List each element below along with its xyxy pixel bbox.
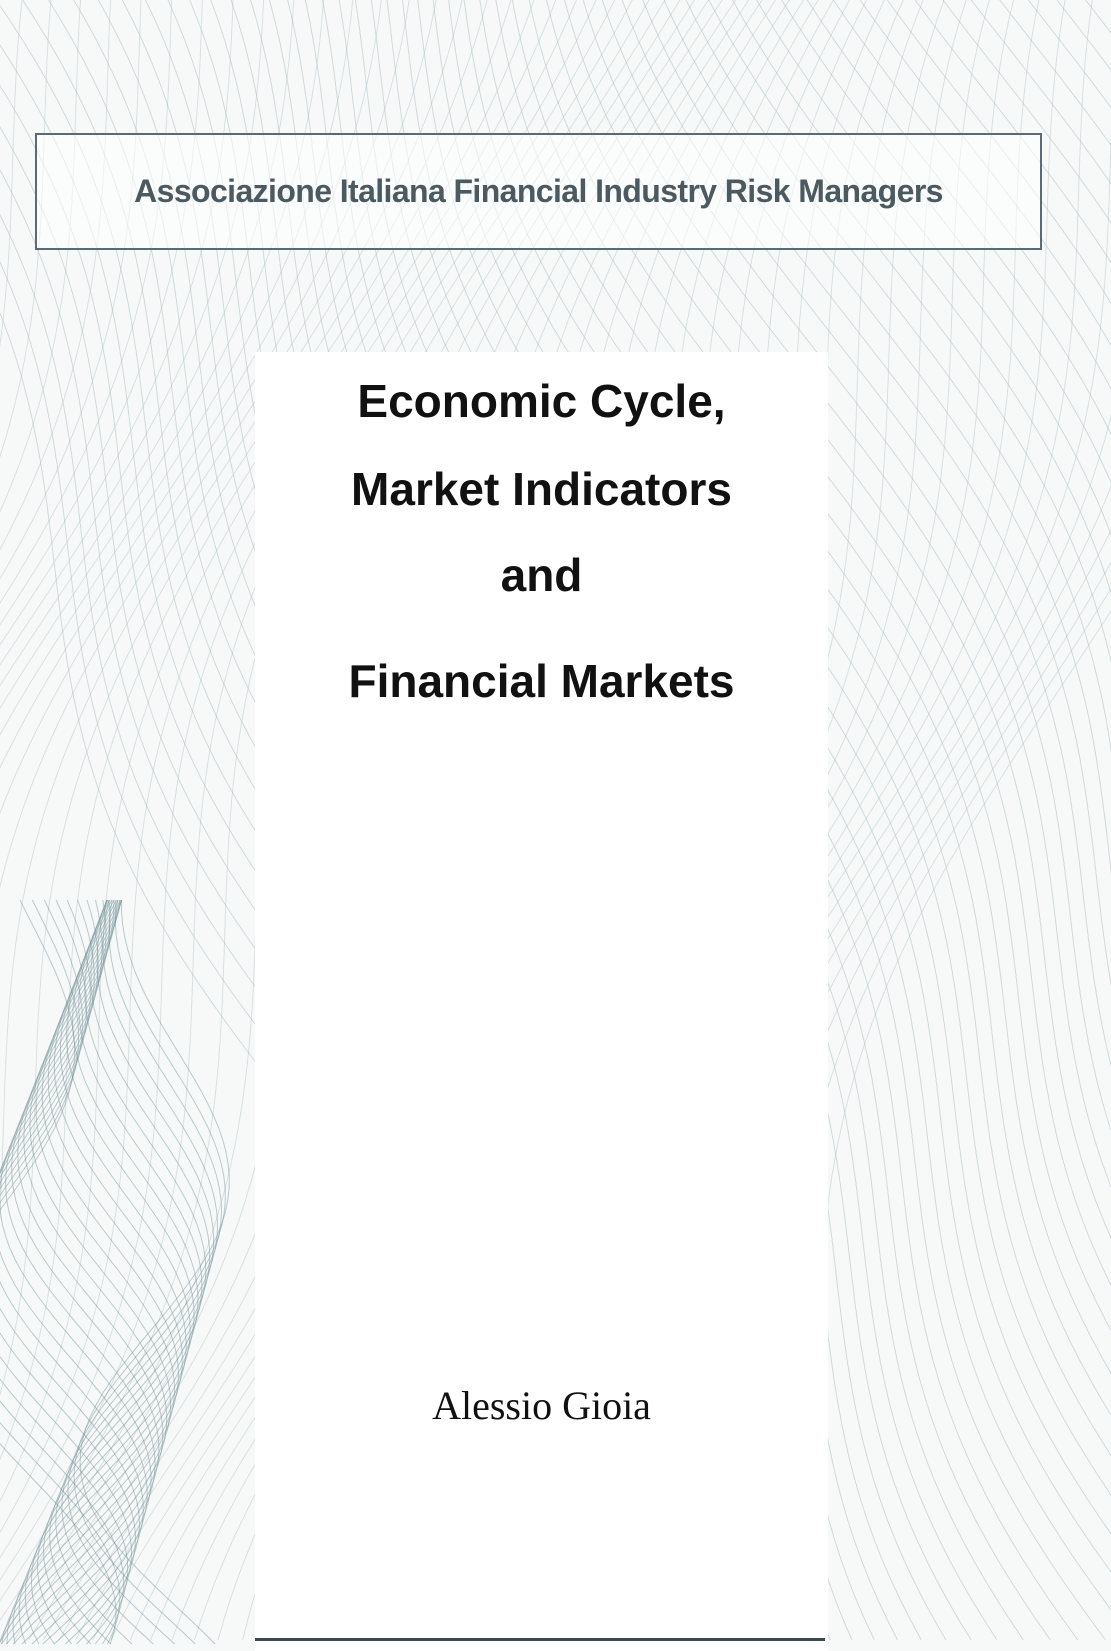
header-box: Associazione Italiana Financial Industry… — [35, 133, 1042, 250]
wave-line — [1057, 0, 1111, 1640]
author: Alessio Gioia — [255, 1382, 828, 1429]
wave-line — [2, 900, 167, 1644]
organization: Associazione Italiana Financial Industry… — [134, 173, 943, 210]
title-line: Financial Markets — [255, 654, 828, 708]
wave-line — [0, 900, 120, 1644]
title-panel: Economic Cycle, Market Indicators and Fi… — [255, 352, 828, 1651]
title-line: Market Indicators — [255, 462, 828, 516]
title-line: Economic Cycle, — [255, 374, 828, 428]
bottom-rule — [255, 1638, 825, 1641]
title-line: and — [255, 548, 828, 602]
document-cover: Associazione Italiana Financial Industry… — [0, 0, 1111, 1651]
wave-line — [6, 900, 155, 1644]
wave-line — [0, 900, 175, 1644]
